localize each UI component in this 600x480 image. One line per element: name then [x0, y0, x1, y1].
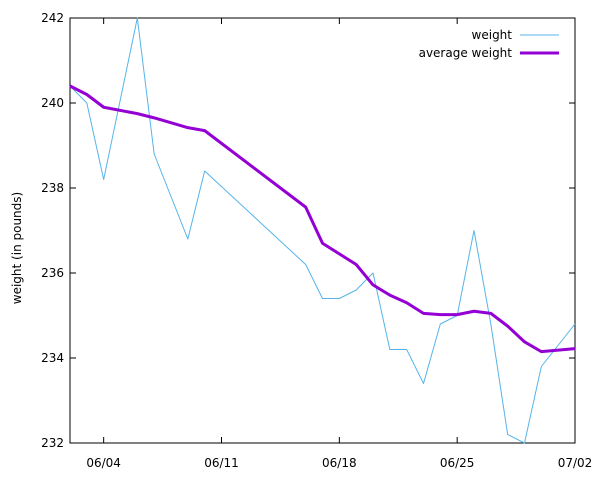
x-axis-ticks: 06/04 06/11 06/18 06/25 07/02 — [86, 18, 592, 470]
y-tick-label: 242 — [41, 11, 64, 25]
x-tick-label: 06/25 — [440, 456, 475, 470]
y-tick-label: 238 — [41, 181, 64, 195]
average-weight-line — [69, 84, 576, 354]
x-tick-label: 07/02 — [558, 456, 593, 470]
plot-border — [69, 17, 576, 444]
legend-label: weight — [472, 28, 513, 42]
series-weight — [69, 17, 576, 444]
y-tick-label: 232 — [41, 436, 64, 450]
legend: weight average weight — [419, 28, 559, 60]
series-average-weight — [69, 84, 576, 354]
legend-label: average weight — [419, 46, 513, 60]
series-layer — [69, 17, 576, 444]
y-tick-label: 240 — [41, 96, 64, 110]
y-tick-label: 236 — [41, 266, 64, 280]
x-tick-label: 06/04 — [86, 456, 121, 470]
x-tick-label: 06/11 — [204, 456, 239, 470]
weight-line — [69, 17, 576, 444]
y-axis-ticks: 232 234 236 238 240 242 — [41, 11, 575, 450]
y-axis-title: weight (in pounds) — [10, 192, 24, 304]
plot-frame — [69, 17, 576, 444]
x-tick-label: 06/18 — [322, 456, 357, 470]
y-tick-label: 234 — [41, 351, 64, 365]
